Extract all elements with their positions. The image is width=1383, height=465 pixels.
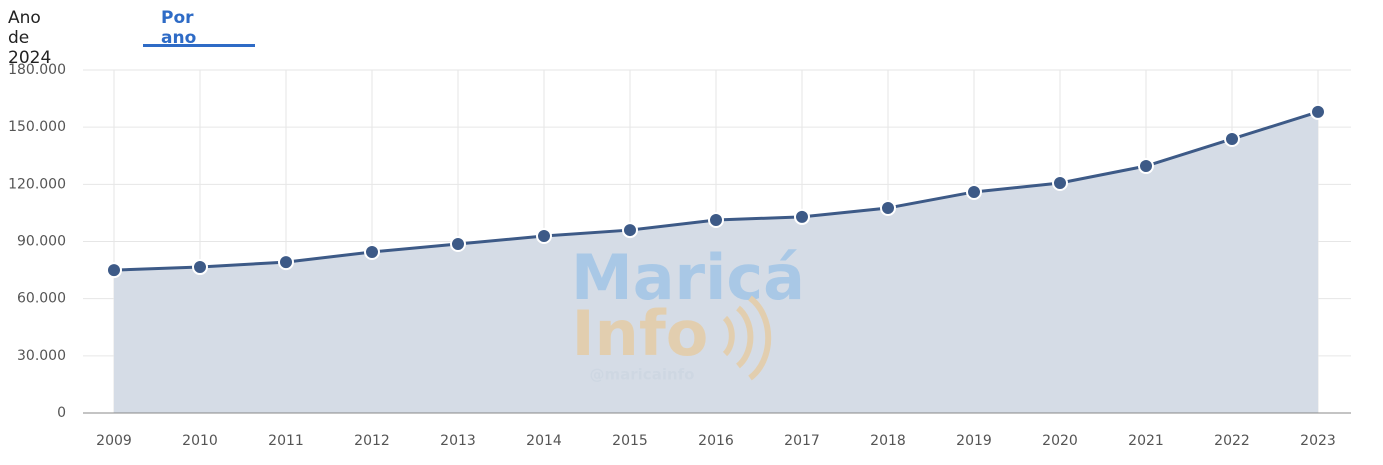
point	[278, 254, 294, 271]
x-tick-label: 2018	[870, 433, 906, 449]
point	[1310, 103, 1326, 120]
y-tick-label: 0	[57, 405, 66, 421]
y-tick-label: 90.000	[17, 234, 66, 250]
point	[1138, 158, 1154, 175]
watermark-handle: @maricainfo	[590, 366, 695, 384]
watermark-text: Maricá	[571, 241, 805, 314]
area-fill	[114, 111, 1318, 413]
watermark-text: Info	[572, 297, 709, 370]
x-tick-label: 2022	[1214, 433, 1250, 449]
point	[106, 262, 122, 279]
x-tick-label: 2017	[784, 433, 820, 449]
grid: 0 30.000 60.000 90.000 120.000 150.000 180.000…	[8, 62, 1351, 449]
tab-active[interactable]: Por ano	[161, 8, 197, 48]
x-tick-label: 2009	[96, 433, 132, 449]
x-tick-label: 2012	[354, 433, 390, 449]
x-tick-label: 2010	[182, 433, 218, 449]
point	[192, 259, 208, 276]
x-tick-label: 2023	[1300, 433, 1336, 449]
point	[966, 183, 982, 200]
x-tick-label: 2013	[440, 433, 476, 449]
point	[1224, 130, 1240, 147]
x-tick-label: 2020	[1042, 433, 1078, 449]
x-tick-label: 2016	[698, 433, 734, 449]
watermark-icon	[722, 295, 772, 381]
point	[708, 211, 724, 228]
y-tick-label: 30.000	[17, 348, 66, 364]
x-tick-label: 2021	[1128, 433, 1164, 449]
point	[794, 208, 810, 225]
point	[450, 235, 466, 252]
x-tick-label: 2019	[956, 433, 992, 449]
tab[interactable]: Ano de 2024	[8, 8, 52, 68]
y-tick-label: 150.000	[8, 119, 66, 135]
y-tick-label: 120.000	[8, 176, 66, 192]
x-tick-label: 2014	[526, 433, 562, 449]
point	[536, 227, 552, 244]
watermark: Maricá Info @maricainfo	[571, 241, 805, 383]
x-tick-label: 2011	[268, 433, 304, 449]
y-tick-label: 60.000	[17, 291, 66, 307]
x-tick-label: 2015	[612, 433, 648, 449]
point	[880, 199, 896, 216]
point	[622, 222, 638, 239]
tab-underline	[143, 44, 255, 47]
y-tick-label: 180.000	[8, 62, 66, 78]
point	[1052, 174, 1068, 191]
point	[364, 243, 380, 260]
